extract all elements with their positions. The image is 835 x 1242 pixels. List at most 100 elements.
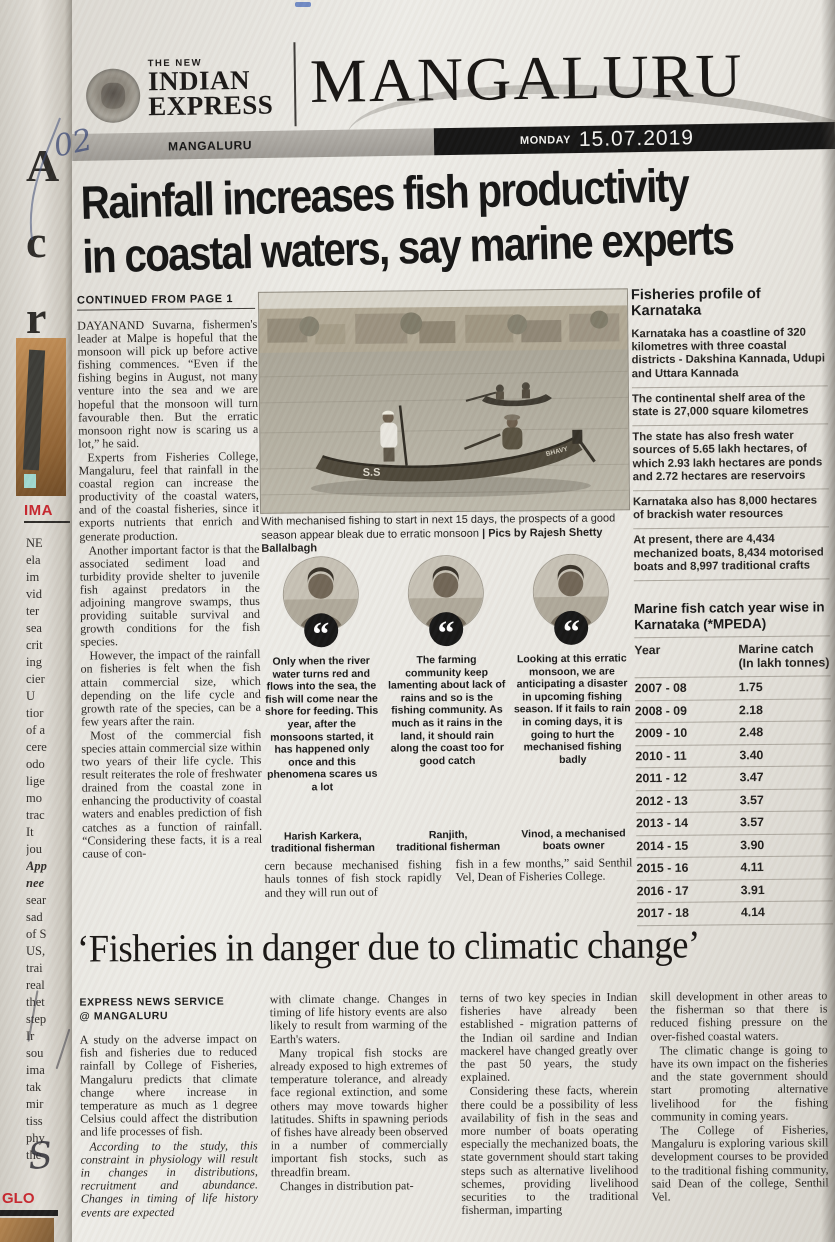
quote-icon: “	[429, 611, 464, 647]
text-fragment: cier	[26, 672, 45, 686]
profile-fact: Karnataka has a coastline of 320 kilomet…	[631, 321, 828, 389]
profile-facts: Karnataka has a coastline of 320 kilomet…	[631, 321, 830, 582]
quote-strip: “ Only when the river water turns red an…	[261, 554, 632, 856]
year-column-header: Year	[634, 643, 661, 658]
column-4: skill development in other areas to the …	[650, 989, 829, 1238]
text-fragment: sea	[26, 621, 42, 635]
continued-kicker: CONTINUED FROM PAGE 1	[76, 292, 256, 311]
column-3: terns of two key species in Indian fishe…	[459, 989, 639, 1240]
second-headline: ‘Fisheries in danger due to climatic cha…	[76, 923, 700, 971]
text-fragment: real	[26, 978, 45, 992]
text-fragment: sad	[26, 910, 43, 924]
article-continuation: cern because mechanised fishing hauls to…	[264, 855, 633, 901]
text-fragment: tak	[26, 1080, 42, 1094]
column-2: with climate change. Changes in timing o…	[269, 991, 449, 1241]
section-label: MANGALURU	[167, 137, 253, 153]
text-fragment: phy	[26, 1131, 45, 1145]
quote-icon: “	[554, 610, 589, 646]
table-row: 2010 - 11 3.40	[635, 743, 832, 769]
table-header: Year Marine catch (In lakh tonnes)	[634, 636, 831, 679]
text-fragment: ter	[26, 604, 40, 618]
photo-caption: With mechanised fishing to start in next…	[261, 512, 629, 556]
continuation-column-b: fish in a few months,” said Senthil Vel,…	[455, 855, 633, 885]
lead-photo: S.S BHAVY	[258, 289, 630, 513]
byline-agency: EXPRESS NEWS SERVICE	[79, 995, 225, 1009]
year-cell: 2014 - 15	[636, 838, 689, 853]
quote-card: “ Looking at this erratic monsoon, we ar…	[512, 554, 632, 853]
speaker-name: Harish Karkera,	[283, 829, 362, 843]
text-fragment: of S	[26, 927, 47, 941]
column-1: EXPRESS NEWS SERVICE @ MANGALURU A study…	[79, 993, 258, 1242]
year-cell: 2012 - 13	[635, 793, 688, 808]
catch-cell: 2.18	[738, 702, 763, 717]
article-paragraph: Changes in distribution pat-	[279, 1178, 414, 1194]
newspaper-logo: THE NEW INDIAN EXPRESS	[148, 57, 274, 122]
text-fragment: nee	[26, 876, 45, 890]
article-paragraph: DAYANAND Suvarna, fishermen's leader at …	[77, 317, 259, 451]
article-paragraph: Many tropical fish stocks are already ex…	[270, 1044, 449, 1179]
text-fragment: sear	[26, 893, 47, 907]
table-title: Marine fish catch year wise in Karnataka…	[633, 599, 831, 639]
table-row: 2007 - 08 1.75	[634, 676, 831, 701]
article-paragraph: terns of two key species in Indian fishe…	[459, 989, 638, 1085]
table-row: 2009 - 10 2.48	[635, 721, 832, 746]
catch-cell: 3.57	[739, 815, 765, 830]
date-label: 15.07.2019	[578, 125, 695, 151]
year-cell: 2007 - 08	[634, 680, 687, 696]
text-fragment: NE	[26, 536, 43, 550]
indian-express-emblem	[85, 68, 141, 124]
text-fragment: vid	[26, 587, 42, 601]
second-article-columns: EXPRESS NEWS SERVICE @ MANGALURU A study…	[79, 989, 829, 1242]
quote-card: “ Only when the river water turns red an…	[261, 557, 381, 856]
table-row: 2014 - 15 3.90	[636, 833, 833, 859]
article-paragraph: Considering these facts, wherein there c…	[460, 1083, 639, 1218]
text-fragment: mir	[26, 1097, 44, 1111]
adjacent-photo-fragment-bottom	[0, 1218, 54, 1242]
article-paragraph: Another important factor is that the ass…	[79, 541, 261, 649]
adjacent-red-label-bottom: GLO	[2, 1190, 35, 1207]
article-paragraph: with climate change. Changes in timing o…	[269, 991, 448, 1046]
catch-cell: 3.47	[739, 770, 764, 785]
text-fragment: tior	[26, 706, 44, 720]
text-fragment: App	[26, 859, 47, 873]
article-paragraph: A study on the adverse impact on fish an…	[79, 1031, 258, 1140]
marine-catch-table: Marine fish catch year wise in Karnataka…	[633, 599, 834, 926]
text-fragment: cere	[26, 740, 47, 754]
speaker-name: Ranjith,	[428, 828, 468, 842]
catch-column-header: Marine catch (In lakh tonnes)	[738, 641, 830, 670]
profile-fact: At present, there are 4,434 mechanized b…	[633, 527, 830, 582]
catch-cell: 2.48	[739, 725, 764, 740]
main-boat: S.S BHAVY	[310, 405, 596, 498]
quote-text: The farming community keep lamenting abo…	[388, 653, 506, 768]
catch-cell: 3.90	[740, 837, 765, 852]
table-row: 2015 - 16 4.11	[636, 856, 833, 881]
year-cell: 2008 - 09	[634, 703, 688, 718]
masthead-divider	[293, 42, 297, 127]
table-row: 2012 - 13 3.57	[635, 788, 832, 814]
boats-photo-illustration: S.S BHAVY	[258, 289, 630, 513]
table-row: 2011 - 12 3.47	[635, 766, 832, 791]
speaker-role: traditional fisherman	[396, 840, 501, 854]
quote-icon: “	[303, 613, 339, 648]
catch-cell: 1.75	[738, 680, 763, 695]
text-fragment: ela	[26, 553, 41, 567]
year-cell: 2011 - 12	[635, 770, 687, 786]
masthead: THE NEW INDIAN EXPRESS MANGALURU	[71, 33, 835, 249]
profile-fact: Karnataka also has 8,000 hectares of bra…	[632, 489, 830, 530]
article-paragraph: skill development in other areas to the …	[650, 989, 828, 1044]
byline: EXPRESS NEWS SERVICE @ MANGALURU	[79, 995, 256, 1023]
adjacent-red-label-top: IMA	[24, 502, 70, 523]
year-cell: 2016 - 17	[636, 883, 689, 898]
main-article: CONTINUED FROM PAGE 1 DAYANAND Suvarna, …	[69, 281, 835, 938]
edition-title: MANGALURU	[309, 41, 745, 117]
catch-cell: 3.91	[740, 882, 765, 897]
article-paragraph: Most of the commercial fish species atta…	[81, 726, 263, 861]
text-fragment: the	[26, 1148, 42, 1162]
text-fragment: odo	[26, 757, 45, 771]
year-cell: 2009 - 10	[635, 725, 688, 741]
second-article: ‘Fisheries in danger due to climatic cha…	[71, 917, 835, 1242]
text-fragment: crit	[26, 638, 43, 652]
catch-cell: 3.57	[739, 792, 764, 807]
